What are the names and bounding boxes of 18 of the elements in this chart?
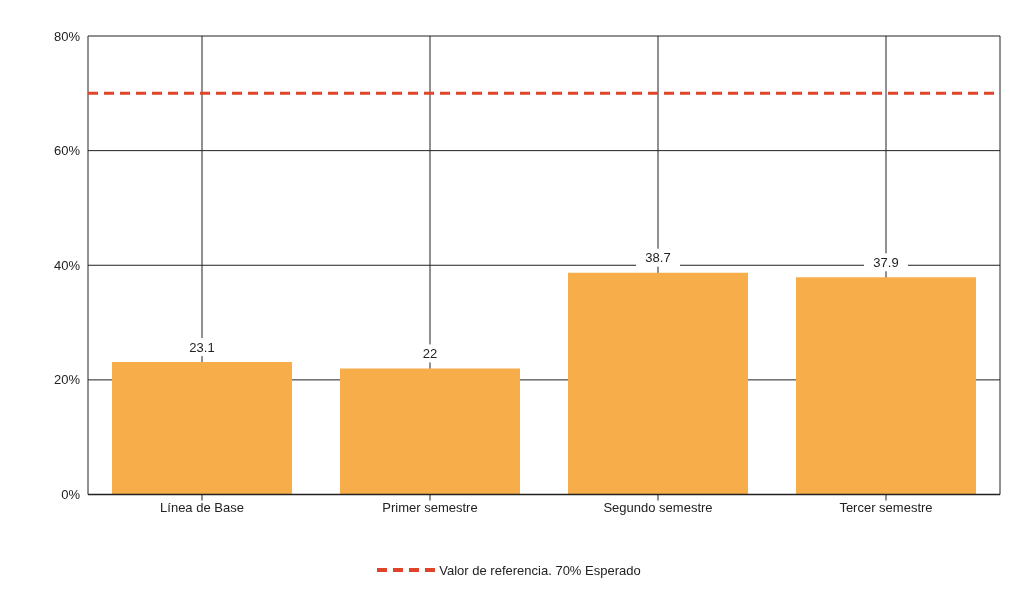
- y-tick-label: 0%: [61, 487, 81, 503]
- y-tick-label: 40%: [53, 257, 81, 273]
- bar: [568, 272, 748, 495]
- y-tick-label: 60%: [53, 143, 81, 159]
- x-tick-label: Segundo semestre: [603, 499, 713, 515]
- bar: [112, 362, 292, 495]
- bar: [340, 368, 520, 495]
- x-tick-label: Tercer semestre: [839, 499, 933, 515]
- x-tick-label: Primer semestre: [382, 499, 478, 515]
- data-label: 23.1: [189, 339, 215, 355]
- data-label: 38.7: [645, 250, 671, 266]
- legend-label: Valor de referencia. 70% Esperado: [439, 562, 641, 578]
- bar: [796, 277, 976, 495]
- data-label: 37.9: [873, 254, 899, 270]
- y-tick-label: 20%: [53, 372, 81, 388]
- y-tick-label: 80%: [53, 28, 81, 44]
- data-label: 22: [422, 345, 438, 361]
- x-tick-label: Línea de Base: [160, 499, 244, 515]
